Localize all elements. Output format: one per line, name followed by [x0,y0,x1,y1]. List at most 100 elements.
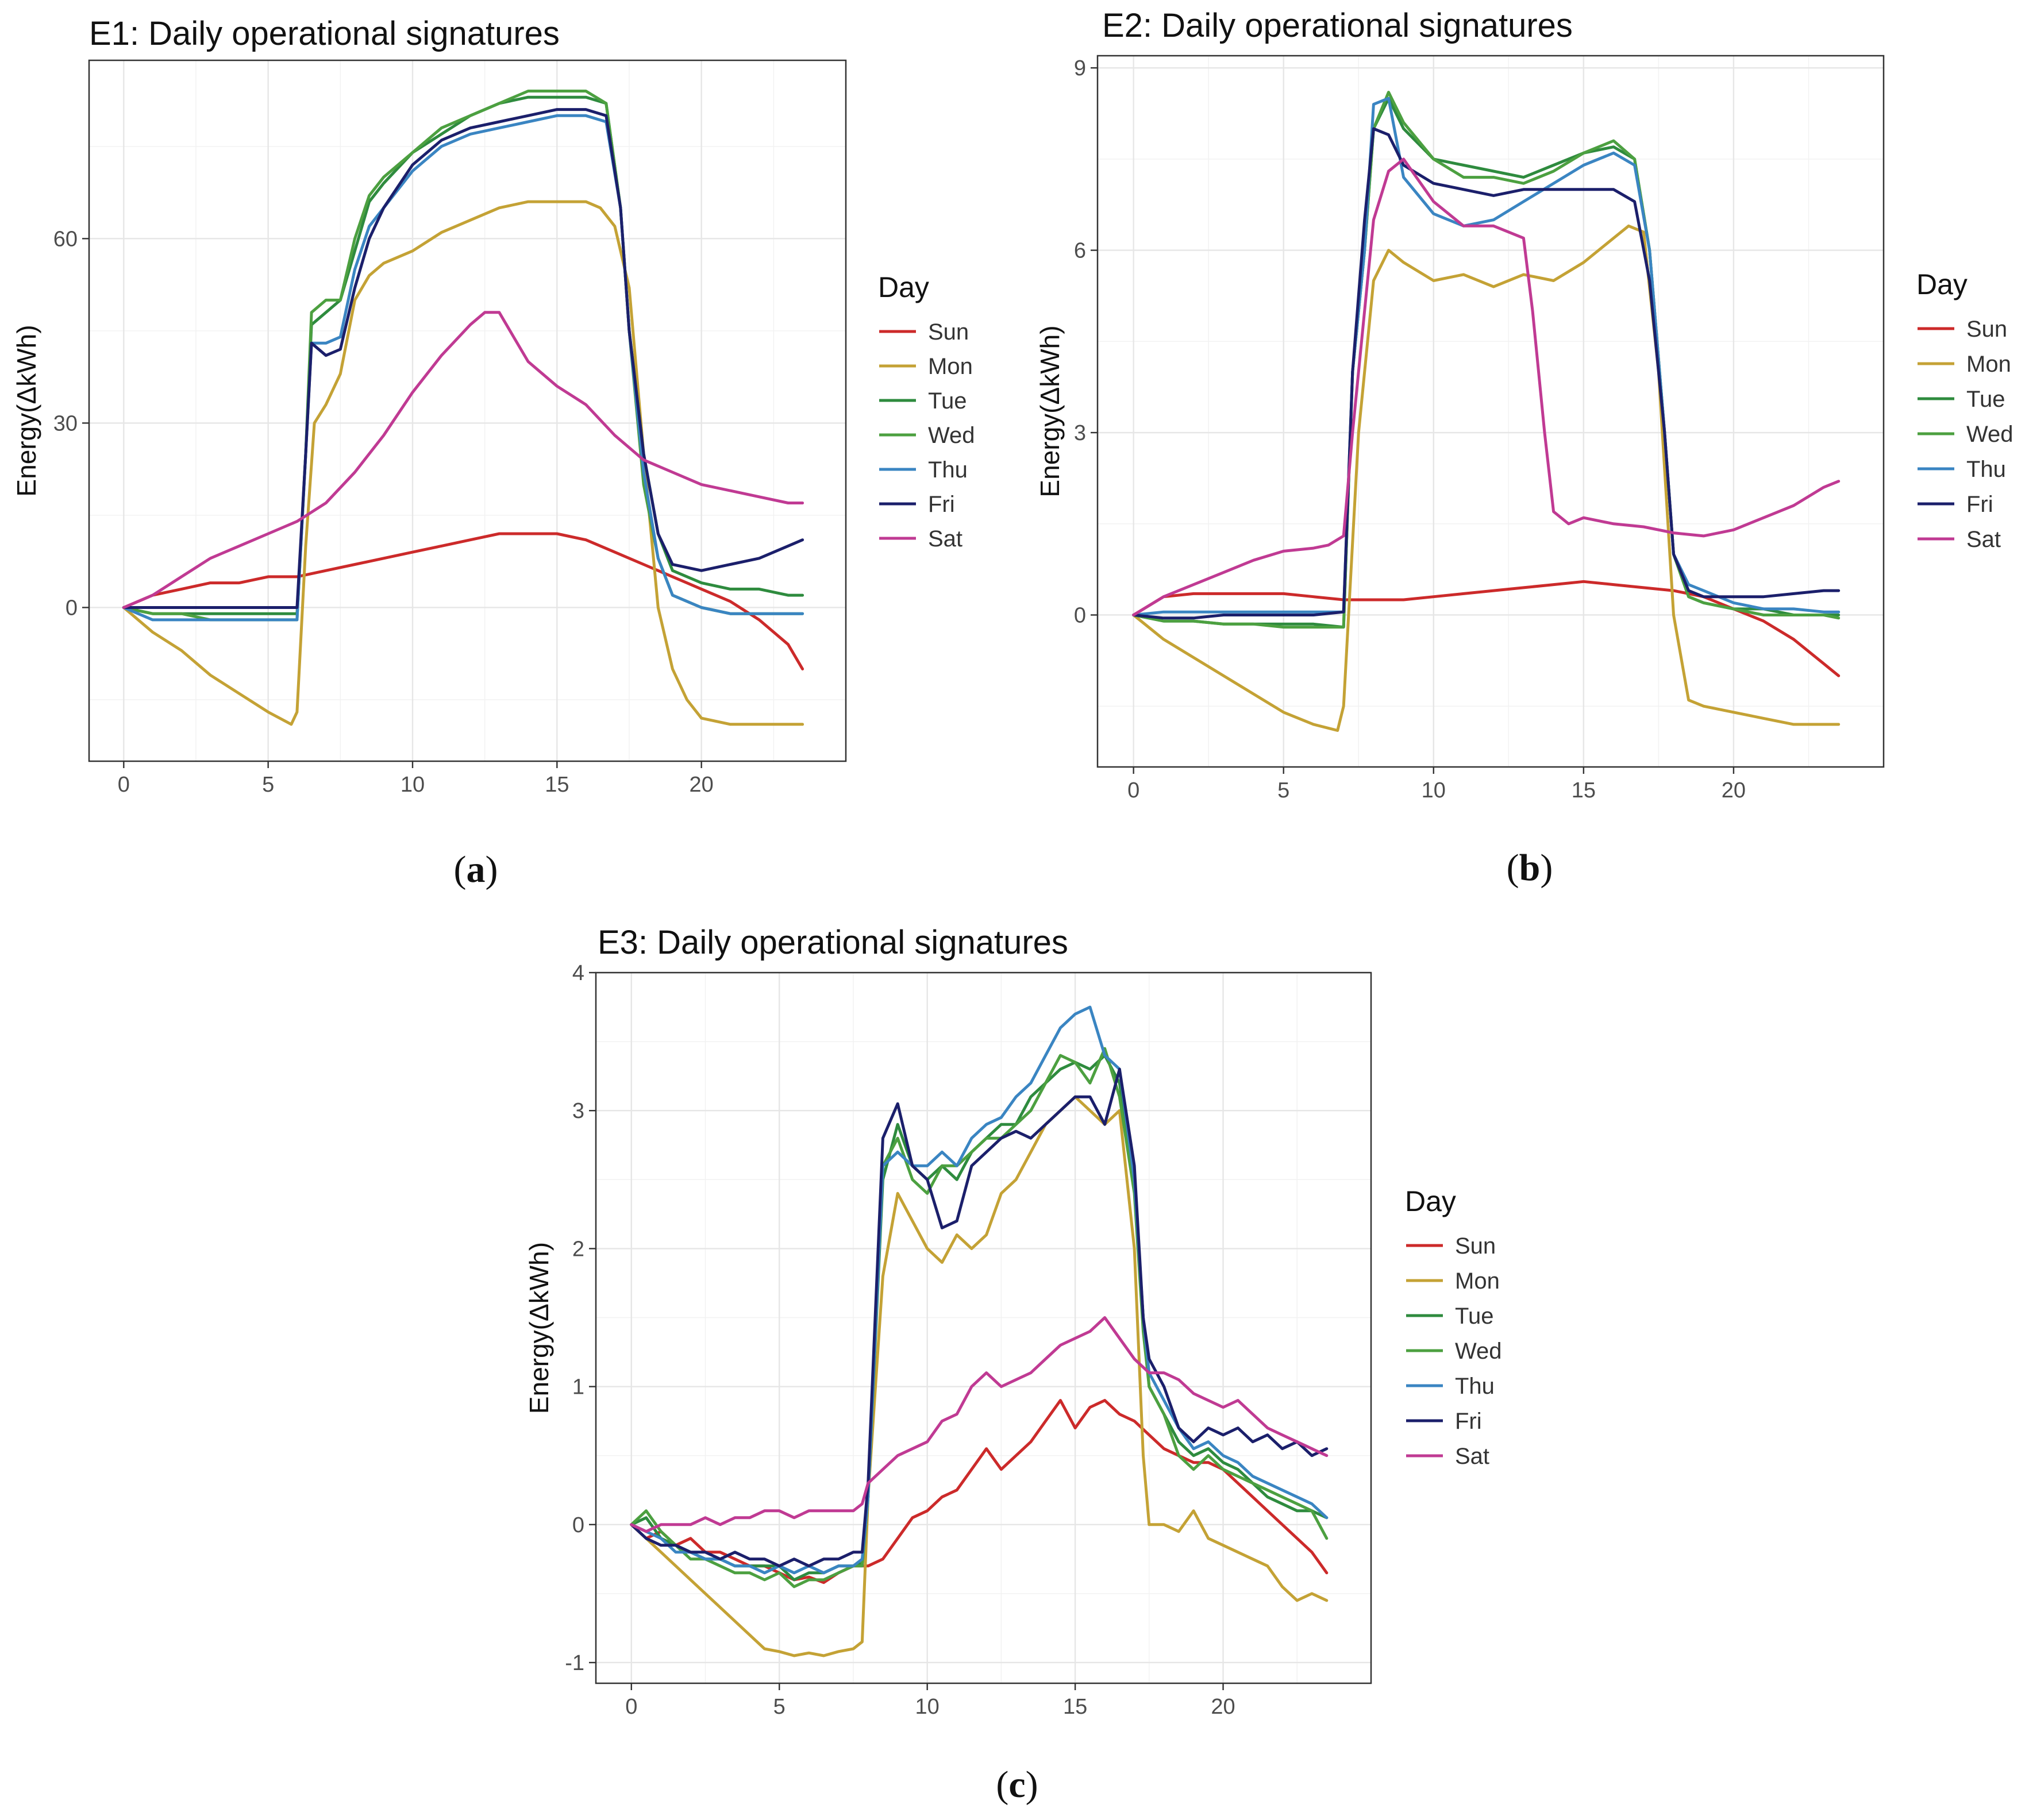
x-tick-label: 0 [625,1695,637,1719]
legend-label-thu: Thu [928,457,968,483]
legend-label-sat: Sat [928,526,962,552]
caption-close-paren: ) [1026,1764,1038,1806]
series-line-sat [630,1316,1329,1533]
x-tick-label: 15 [1572,778,1596,803]
series-line-sat [122,311,804,609]
series-line-fri [122,108,804,609]
panel-caption: (b) [1507,847,1553,889]
series-group [122,90,804,726]
series-group [630,1005,1329,1657]
y-tick-label: 1 [572,1375,584,1399]
y-axis-title: Energy(ΔkWh) [1035,325,1065,497]
legend-title: Day [1916,268,1968,300]
series-line-sat [1132,157,1841,616]
chart-title: E1: Daily operational signatures [89,15,560,52]
y-axis-title: Energy(ΔkWh) [11,325,41,496]
x-tick-label: 0 [1127,778,1139,803]
x-tick-label: 5 [262,773,274,797]
caption-close-paren: ) [1540,847,1553,889]
y-tick-label: 2 [572,1237,584,1261]
legend-label-sun: Sun [1455,1233,1496,1259]
legend-label-thu: Thu [1966,457,2006,482]
series-line-thu [630,1005,1329,1575]
series-line-tue [122,95,804,615]
x-tick-label: 15 [1063,1695,1087,1719]
series-line-thu [122,114,804,622]
y-tick-label: 0 [1074,603,1086,627]
x-tick-label: 20 [1722,778,1746,803]
legend-label-fri: Fri [1455,1409,1482,1434]
chart-title: E2: Daily operational signatures [1102,7,1573,44]
series-line-wed [630,1047,1329,1588]
caption-letter: a [467,849,486,890]
x-tick-label: 5 [1277,778,1289,803]
legend-label-sat: Sat [1455,1444,1489,1469]
series-line-fri [1132,127,1841,620]
legend-label-fri: Fri [928,492,955,517]
panel-border [1096,55,1885,768]
plot-background [596,973,1371,1683]
series-line-mon [630,1095,1329,1657]
caption-letter: c [1008,1764,1025,1806]
x-tick-label: 0 [118,773,130,797]
series-line-wed [1132,91,1841,629]
legend-label-sun: Sun [928,319,969,345]
x-tick-label: 20 [690,773,714,797]
legend-label-mon: Mon [928,354,973,379]
caption-open-paren: ( [1507,847,1519,889]
legend-title: Day [878,271,929,303]
legend-label-sun: Sun [1966,317,2007,342]
panel-caption: (a) [454,849,498,890]
y-tick-label: 9 [1074,56,1086,80]
caption-open-paren: ( [996,1764,1008,1806]
legend-label-mon: Mon [1966,352,2011,377]
y-tick-label: 4 [572,961,584,985]
legend-label-mon: Mon [1455,1268,1500,1294]
legend-label-tue: Tue [1966,387,2005,412]
y-axis-title: Energy(ΔkWh) [524,1242,554,1414]
series-group [1132,91,1841,732]
y-tick-label: 0 [66,596,78,620]
chart-panel-a: 0 5 10 15 20 0 30 60 E1: Daily operational signa… [11,15,975,890]
caption-letter: b [1519,847,1541,889]
series-line-mon [1132,224,1841,732]
panel-caption: (c) [996,1764,1038,1806]
panel-border [88,59,847,762]
x-tick-label: 20 [1211,1695,1235,1719]
series-line-mon [122,200,804,726]
legend-label-wed: Wed [1455,1339,1502,1364]
x-tick-label: 5 [773,1695,786,1719]
panel-border [595,971,1372,1684]
series-line-sun [122,532,804,670]
caption-open-paren: ( [454,849,467,890]
legend-title: Day [1405,1185,1456,1217]
chart-panel-c: 0 5 10 15 20 -1 0 1 2 3 4 E3: Daily operational sig… [524,924,1502,1806]
legend: Day Sun Mon Tue Wed Thu Fri Sat [878,271,975,552]
legend: Day Sun Mon Tue Wed Thu Fri Sat [1405,1185,1502,1469]
x-tick-label: 10 [1422,778,1446,803]
legend-label-sat: Sat [1966,527,2001,552]
series-line-thu [1132,97,1841,616]
x-tick-label: 10 [401,773,425,797]
x-tick-label: 15 [545,773,569,797]
y-tick-label: 3 [1074,421,1086,445]
legend-label-fri: Fri [1966,492,1993,517]
chart-title: E3: Daily operational signatures [598,924,1068,961]
y-tick-label: 6 [1074,239,1086,263]
series-line-fri [630,1067,1329,1568]
legend: Day Sun Mon Tue Wed Thu Fri Sat [1916,268,2013,552]
y-tick-label: 60 [53,227,78,251]
legend-label-wed: Wed [928,423,975,448]
caption-close-paren: ) [486,849,498,890]
legend-label-tue: Tue [1455,1304,1493,1329]
chart-panel-b: 0 5 10 15 20 0 3 6 9 E2: Daily operational signat… [1035,7,2013,889]
legend-label-tue: Tue [928,388,967,414]
y-tick-label: 3 [572,1099,584,1123]
legend-label-thu: Thu [1455,1374,1495,1399]
x-tick-label: 10 [915,1695,940,1719]
y-tick-label: -1 [565,1651,584,1675]
legend-label-wed: Wed [1966,422,2013,447]
plot-background [1098,56,1884,767]
plot-background [89,60,846,761]
